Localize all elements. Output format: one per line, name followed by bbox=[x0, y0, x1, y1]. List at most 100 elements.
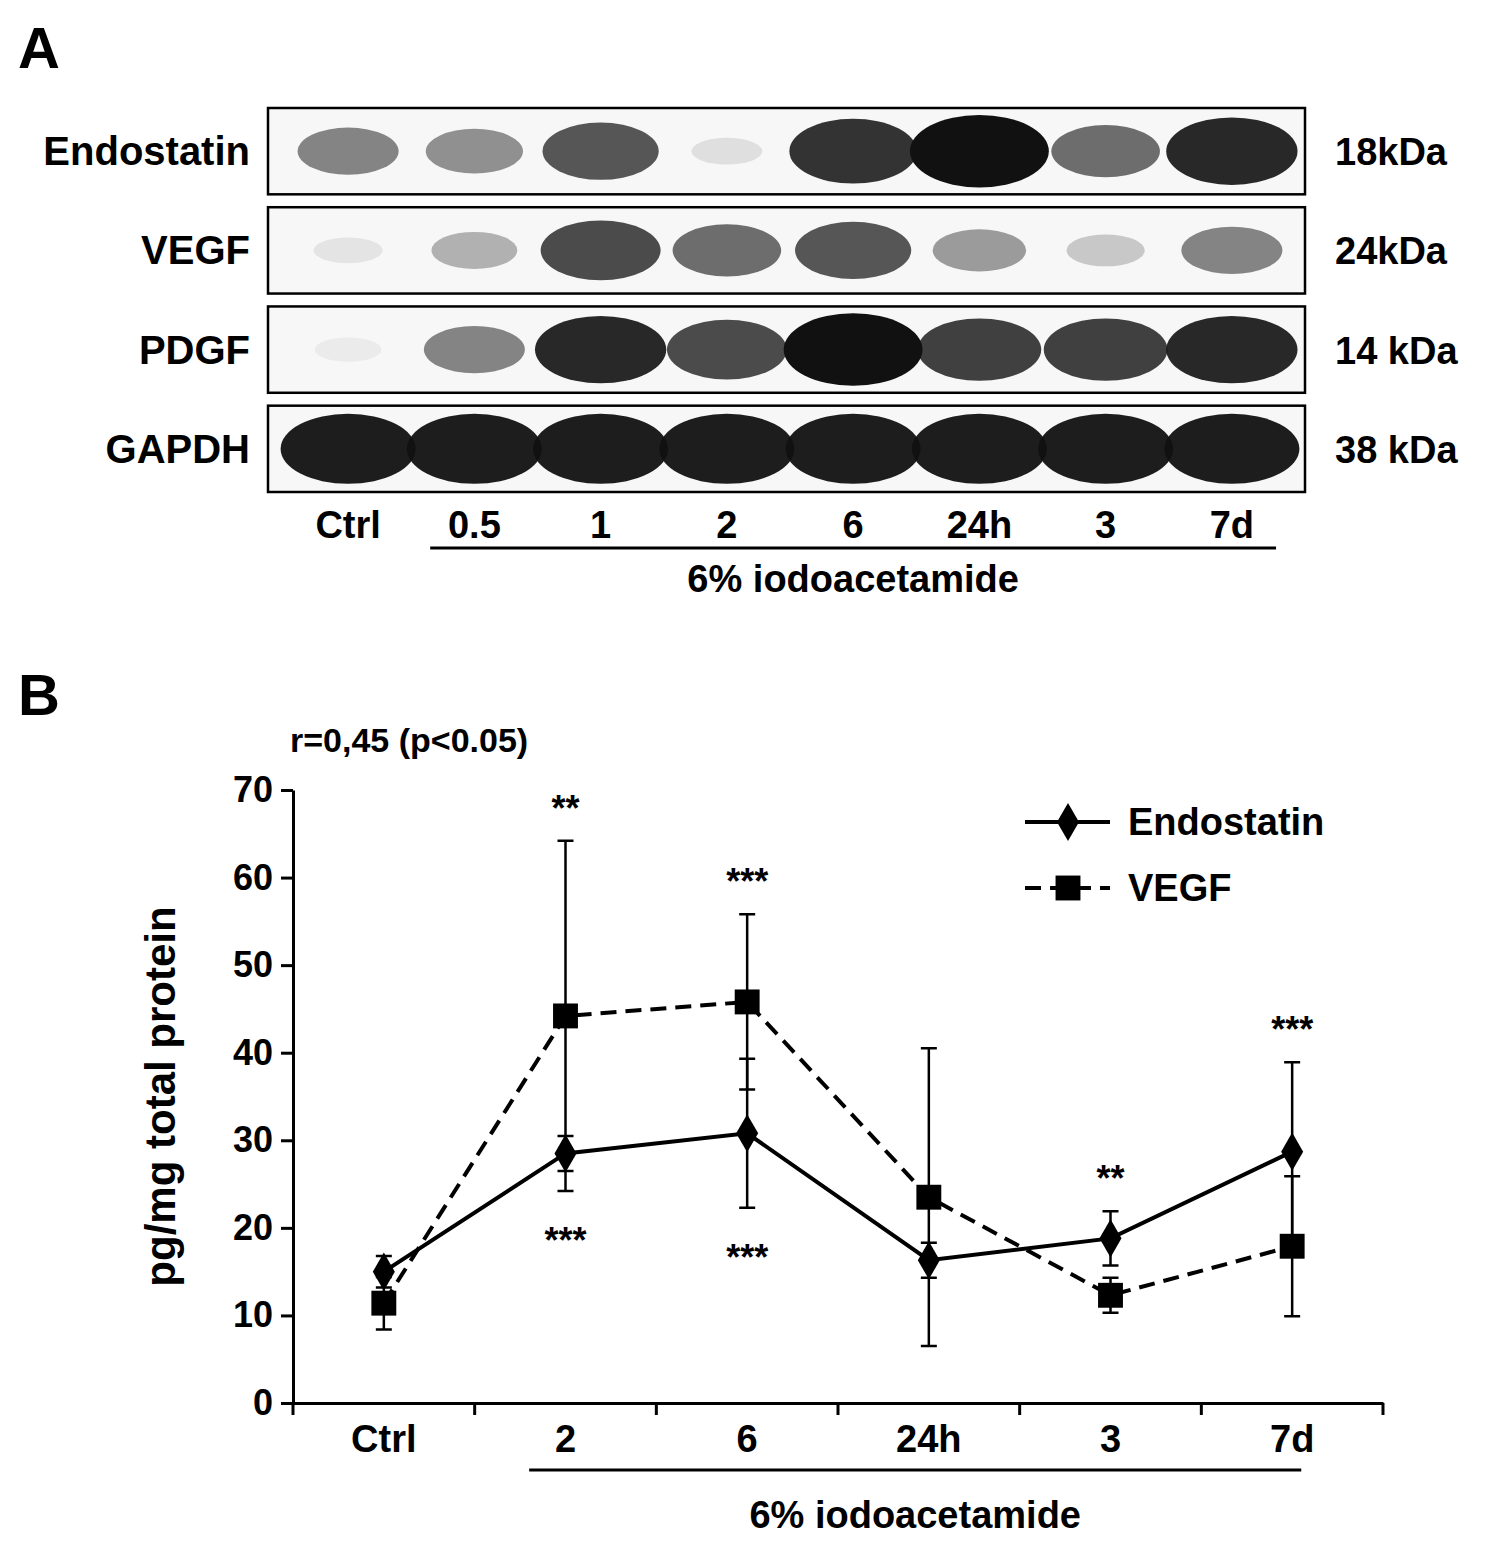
x-tick: Ctrl bbox=[351, 1418, 416, 1460]
x-tick-label: 6 bbox=[737, 1418, 758, 1460]
x-tick: 6 bbox=[737, 1418, 758, 1460]
band bbox=[1038, 414, 1173, 484]
band bbox=[910, 115, 1049, 188]
row-label: PDGF bbox=[139, 328, 250, 372]
y-tick: 10 bbox=[233, 1294, 293, 1335]
category-divider bbox=[655, 1403, 658, 1415]
marker bbox=[553, 1003, 578, 1028]
blot-frame bbox=[268, 108, 1305, 194]
x-tick: 2 bbox=[555, 1418, 576, 1460]
band bbox=[541, 220, 661, 280]
panel-label: A bbox=[18, 15, 60, 80]
row-label: GAPDH bbox=[106, 427, 250, 471]
category-divider bbox=[1018, 1403, 1021, 1415]
band bbox=[789, 119, 917, 184]
blot bbox=[268, 108, 1305, 492]
band bbox=[786, 414, 921, 484]
marker bbox=[1099, 1219, 1121, 1257]
legend-entry: Endostatin bbox=[1025, 801, 1324, 843]
y-tick-label: 40 bbox=[233, 1032, 273, 1073]
y-tick-mark bbox=[281, 1402, 293, 1405]
y-tick: 0 bbox=[253, 1382, 293, 1423]
x-tick-label: 7d bbox=[1270, 1418, 1314, 1460]
size-label: 38 kDa bbox=[1335, 429, 1458, 471]
legend: Endostatin VEGF bbox=[1025, 801, 1324, 909]
series-line bbox=[384, 1002, 1292, 1303]
y-tick-mark bbox=[281, 877, 293, 880]
band bbox=[407, 414, 542, 484]
size-label: 18kDa bbox=[1335, 131, 1448, 173]
band bbox=[281, 414, 416, 484]
y-tick-label: 60 bbox=[233, 857, 273, 898]
band bbox=[1166, 117, 1297, 184]
band bbox=[543, 123, 659, 180]
x-axis: Ctrl 2 6 24h 3 7d bbox=[294, 1404, 1384, 1460]
marker bbox=[1281, 1133, 1303, 1171]
x-tick: 3 bbox=[1100, 1418, 1121, 1460]
y-tick: 30 bbox=[233, 1119, 293, 1160]
band bbox=[1066, 234, 1144, 266]
lane-label: 2 bbox=[716, 504, 737, 546]
series-line bbox=[384, 1133, 1292, 1271]
lane-label: 3 bbox=[1095, 504, 1116, 546]
legend-entry: VEGF bbox=[1025, 867, 1231, 909]
band bbox=[692, 138, 763, 165]
lane-label: 7d bbox=[1210, 504, 1254, 546]
y-tick-mark bbox=[281, 1314, 293, 1317]
band bbox=[933, 229, 1026, 271]
y-tick: 50 bbox=[233, 944, 293, 985]
band bbox=[315, 337, 382, 361]
category-divider bbox=[1382, 1403, 1385, 1415]
blot-frame bbox=[268, 306, 1305, 392]
blot-row bbox=[268, 207, 1305, 293]
marker bbox=[735, 989, 760, 1014]
x-tick-label: 2 bbox=[555, 1418, 576, 1460]
band bbox=[424, 326, 525, 373]
blot-frame bbox=[268, 207, 1305, 293]
marker bbox=[1098, 1283, 1123, 1308]
y-tick-mark bbox=[281, 1227, 293, 1230]
blot-frame bbox=[268, 406, 1305, 492]
y-axis-title: pg/mg total protein bbox=[137, 906, 184, 1286]
band bbox=[1051, 125, 1160, 177]
y-tick-mark bbox=[281, 789, 293, 792]
series bbox=[373, 1059, 1303, 1291]
y-tick-label: 10 bbox=[233, 1294, 273, 1335]
significance-label: ** bbox=[551, 788, 579, 829]
marker bbox=[1280, 1234, 1305, 1259]
lane-label: 1 bbox=[590, 504, 611, 546]
marker bbox=[916, 1185, 941, 1210]
band bbox=[912, 414, 1047, 484]
group-label: 6% iodoacetamide bbox=[687, 558, 1019, 600]
band bbox=[1044, 318, 1168, 380]
size-label: 14 kDa bbox=[1335, 330, 1458, 372]
figure: A Endostatin 18kDa VEGF 24kDa PDGF 14 kDa GAPDH… bbox=[0, 0, 1500, 1543]
band bbox=[298, 128, 399, 175]
group-underline bbox=[430, 547, 1276, 550]
y-tick: 20 bbox=[233, 1207, 293, 1248]
band bbox=[431, 232, 517, 269]
group-label: 6% iodoacetamide bbox=[749, 1494, 1081, 1536]
y-tick: 70 bbox=[233, 769, 293, 810]
x-tick-label: 24h bbox=[896, 1418, 961, 1460]
band bbox=[533, 414, 668, 484]
band bbox=[426, 129, 523, 174]
y-tick: 40 bbox=[233, 1032, 293, 1073]
category-divider bbox=[473, 1403, 476, 1415]
significance-label: ** bbox=[1096, 1158, 1124, 1199]
blot-row bbox=[268, 406, 1305, 492]
band bbox=[918, 318, 1042, 380]
size-label: 24kDa bbox=[1335, 230, 1448, 272]
x-tick: 24h bbox=[896, 1418, 961, 1460]
legend-marker bbox=[1056, 876, 1081, 901]
band bbox=[667, 320, 787, 380]
band bbox=[1164, 414, 1299, 484]
x-tick-label: Ctrl bbox=[351, 1418, 416, 1460]
plot-area bbox=[371, 841, 1304, 1346]
marker bbox=[371, 1291, 396, 1316]
y-tick-label: 30 bbox=[233, 1119, 273, 1160]
y-tick-mark bbox=[281, 1052, 293, 1055]
group-underline bbox=[529, 1469, 1301, 1472]
legend-label: VEGF bbox=[1128, 867, 1231, 909]
lane-label: 24h bbox=[947, 504, 1012, 546]
